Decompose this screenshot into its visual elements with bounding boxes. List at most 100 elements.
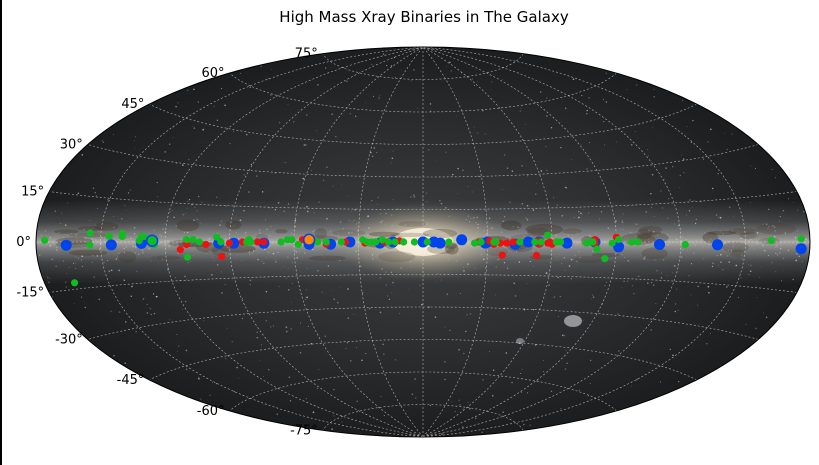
star-speck bbox=[57, 251, 59, 253]
star-speck bbox=[225, 358, 227, 360]
star-speck bbox=[141, 249, 144, 252]
star-speck bbox=[172, 210, 173, 212]
star-speck bbox=[179, 240, 181, 242]
star-speck bbox=[717, 173, 719, 175]
star-speck bbox=[77, 192, 80, 195]
star-speck bbox=[621, 254, 623, 256]
star-speck bbox=[599, 218, 601, 220]
star-speck bbox=[313, 212, 315, 214]
star-speck bbox=[177, 102, 179, 104]
star-speck bbox=[380, 221, 382, 224]
star-speck bbox=[563, 335, 566, 337]
data-point-series-2 bbox=[140, 233, 148, 241]
latitude-labels: 75° 60° 45° 30° 15° 0° -15° -30° -45° -60° -75° bbox=[16, 47, 318, 439]
star-speck bbox=[653, 295, 655, 297]
star-speck bbox=[514, 295, 517, 297]
dust-lane bbox=[756, 223, 797, 235]
star-speck bbox=[525, 217, 527, 219]
star-speck bbox=[605, 431, 607, 434]
star-speck bbox=[297, 214, 299, 216]
star-speck bbox=[726, 255, 728, 257]
star-speck bbox=[118, 311, 121, 313]
star-speck bbox=[570, 258, 573, 261]
star-speck bbox=[341, 184, 342, 186]
star-speck bbox=[709, 240, 710, 242]
star-speck bbox=[169, 319, 171, 321]
star-speck bbox=[107, 199, 109, 201]
star-speck bbox=[639, 72, 642, 75]
star-speck bbox=[249, 279, 252, 282]
star-speck bbox=[774, 230, 776, 232]
star-speck bbox=[805, 277, 807, 279]
star-speck bbox=[560, 407, 562, 410]
star-speck bbox=[164, 151, 167, 153]
star-speck bbox=[346, 80, 348, 82]
star-speck bbox=[645, 244, 648, 246]
star-speck bbox=[577, 242, 579, 244]
star-speck bbox=[771, 168, 773, 170]
star-speck bbox=[232, 271, 234, 273]
star-speck bbox=[440, 202, 443, 205]
star-speck bbox=[123, 279, 126, 282]
star-speck bbox=[166, 240, 169, 242]
dust-lane bbox=[574, 255, 603, 263]
star-speck bbox=[541, 222, 543, 224]
star-speck bbox=[692, 88, 695, 90]
data-point-series-2 bbox=[634, 238, 642, 246]
star-speck bbox=[355, 250, 357, 252]
star-speck bbox=[520, 373, 522, 374]
star-speck bbox=[381, 268, 384, 270]
star-speck bbox=[86, 238, 88, 240]
star-speck bbox=[532, 209, 535, 211]
star-speck bbox=[741, 254, 743, 256]
data-point-series-2 bbox=[378, 236, 386, 244]
star-speck bbox=[488, 217, 491, 219]
star-speck bbox=[800, 307, 803, 309]
star-speck bbox=[142, 251, 144, 254]
star-speck bbox=[697, 285, 700, 288]
data-point-series-0 bbox=[105, 239, 117, 251]
star-speck bbox=[307, 268, 308, 269]
star-speck bbox=[707, 285, 710, 288]
star-speck bbox=[382, 343, 384, 346]
star-speck bbox=[224, 284, 226, 285]
star-speck bbox=[475, 222, 477, 224]
star-speck bbox=[402, 248, 404, 250]
star-speck bbox=[562, 101, 564, 103]
star-speck bbox=[651, 237, 653, 239]
star-speck bbox=[472, 217, 475, 219]
star-speck bbox=[245, 234, 247, 236]
star-speck bbox=[776, 56, 778, 58]
star-speck bbox=[305, 398, 307, 400]
star-speck bbox=[435, 234, 437, 236]
star-speck bbox=[571, 233, 573, 235]
projection-boundary bbox=[35, 46, 811, 438]
star-speck bbox=[265, 257, 266, 259]
star-speck bbox=[571, 246, 573, 248]
dust-lane bbox=[68, 249, 108, 256]
star-speck bbox=[491, 227, 493, 229]
star-speck bbox=[127, 192, 130, 194]
star-speck bbox=[759, 276, 761, 278]
star-speck bbox=[67, 202, 69, 204]
star-speck bbox=[441, 433, 443, 435]
star-speck bbox=[105, 371, 107, 373]
star-speck bbox=[283, 210, 285, 213]
star-speck bbox=[426, 223, 429, 225]
star-speck bbox=[172, 244, 174, 246]
star-speck bbox=[660, 406, 662, 408]
star-speck bbox=[515, 251, 518, 253]
star-speck bbox=[186, 231, 189, 234]
star-speck bbox=[44, 135, 46, 137]
star-speck bbox=[800, 119, 802, 121]
star-speck bbox=[716, 408, 718, 410]
star-speck bbox=[68, 266, 70, 269]
star-speck bbox=[591, 294, 594, 296]
star-speck bbox=[463, 270, 465, 272]
lat-tick-label: -30° bbox=[55, 333, 83, 348]
star-speck bbox=[774, 236, 776, 238]
star-speck bbox=[216, 119, 219, 122]
star-speck bbox=[561, 214, 564, 217]
star-speck bbox=[325, 259, 327, 261]
star-speck bbox=[134, 147, 136, 149]
